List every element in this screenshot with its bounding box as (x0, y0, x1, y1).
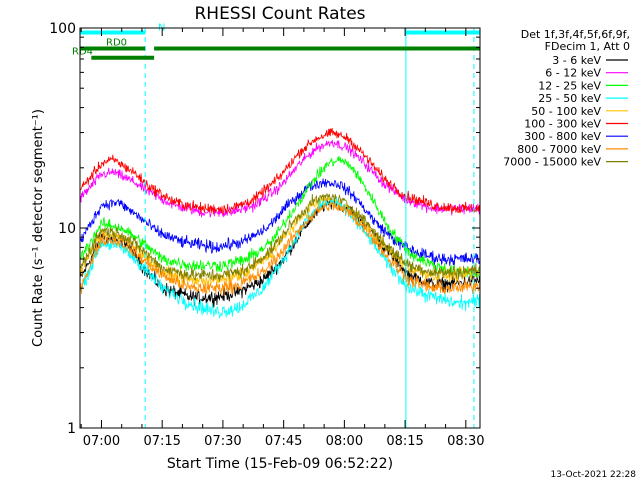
legend: Det 1f,3f,4f,5f,6f,9f,FDecim 1, Att 03 -… (503, 28, 630, 169)
legend-label-2: 12 - 25 keV (538, 79, 601, 92)
legend-label-7: 800 - 7000 keV (517, 143, 601, 156)
axes: 1 10 100 07:00 07:15 07:30 07:45 08:00 08:15 08:3… (49, 21, 484, 449)
x-tick-label: 08:30 (447, 434, 484, 449)
series-line-2 (79, 155, 481, 278)
state-bar-label-2: RD4 (72, 47, 93, 58)
legend-label-1: 6 - 12 keV (545, 67, 601, 80)
plot-frame (79, 27, 481, 429)
x-tick-label: 07:15 (143, 434, 180, 449)
state-bar-label-1: RD0 (106, 37, 127, 48)
x-tick-label: 08:00 (326, 434, 363, 449)
chart-title: RHESSI Count Rates (194, 4, 365, 24)
x-tick-label: 07:00 (83, 434, 120, 449)
series-line-7 (79, 201, 481, 296)
legend-label-4: 50 - 100 keV (531, 105, 601, 118)
y-axis-label: Count Rate (s⁻¹ detector segment⁻¹) (31, 109, 46, 347)
legend-header-0: Det 1f,3f,4f,5f,6f,9f, (521, 28, 630, 41)
legend-label-8: 7000 - 15000 keV (503, 156, 601, 169)
legend-label-3: 25 - 50 keV (538, 92, 601, 105)
series-line-5 (79, 127, 481, 216)
series-line-8 (79, 193, 481, 283)
x-tick-label: 07:45 (265, 434, 302, 449)
series-line-6 (79, 178, 481, 266)
legend-header-1: FDecim 1, Att 0 (545, 40, 630, 53)
legend-label-0: 3 - 6 keV (552, 54, 601, 67)
legend-label-5: 100 - 300 keV (524, 118, 601, 131)
y-tick-label: 10 (58, 221, 76, 237)
series-line-3 (79, 197, 481, 320)
footer-date: 13-Oct-2021 22:28 (551, 470, 637, 480)
x-tick-label: 07:30 (204, 434, 241, 449)
y-tick-label: 1 (67, 421, 76, 437)
x-axis-label: Start Time (15-Feb-09 06:52:22) (167, 456, 393, 472)
series-line-1 (79, 139, 481, 218)
y-tick-label: 100 (49, 21, 76, 37)
x-tick-label: 08:15 (386, 434, 423, 449)
legend-label-6: 300 - 800 keV (524, 130, 601, 143)
